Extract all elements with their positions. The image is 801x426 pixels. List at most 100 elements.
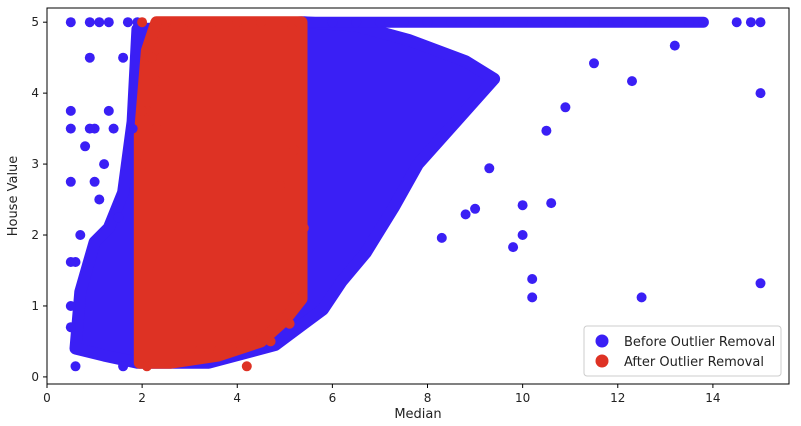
before-point (636, 292, 647, 303)
after-point (137, 105, 148, 116)
before-point (508, 242, 519, 253)
before-point (627, 76, 637, 87)
legend: Before Outlier Removal After Outlier Rem… (583, 325, 782, 377)
before-point (636, 17, 647, 28)
before-point (84, 123, 95, 134)
before-point (698, 17, 709, 28)
before-point (527, 292, 538, 303)
x-tick-label: 2 (138, 391, 146, 405)
before-point (70, 257, 81, 267)
after-point (289, 292, 300, 303)
before-point (65, 176, 76, 187)
after-point (137, 159, 148, 170)
after-point (227, 345, 238, 356)
before-point (99, 159, 110, 170)
data-points-layer (65, 17, 766, 372)
legend-label-after: After Outlier Removal (624, 355, 764, 370)
before-point (755, 278, 766, 289)
before-point (527, 274, 538, 284)
before-point (65, 301, 76, 311)
y-tick-label: 4 (31, 86, 39, 100)
before-point (460, 209, 471, 220)
before-point (589, 17, 599, 28)
y-tick-label: 0 (31, 370, 39, 384)
x-axis-ticks: 0 2 4 6 8 10 12 14 (43, 384, 721, 405)
after-point (241, 361, 252, 372)
after-point (208, 17, 219, 28)
x-tick-label: 6 (329, 391, 337, 405)
before-point (103, 105, 114, 116)
x-tick-label: 8 (424, 391, 432, 405)
before-point (118, 52, 129, 63)
after-point (284, 318, 295, 329)
point-cloud-layer (69, 16, 709, 369)
after-point (296, 258, 307, 269)
legend-label-before: Before Outlier Removal (624, 335, 775, 350)
before-point (65, 123, 76, 134)
after-point (279, 17, 290, 28)
before-point (589, 58, 599, 69)
before-point (80, 141, 91, 152)
after-point (146, 52, 157, 63)
after-point (289, 144, 300, 155)
before-point (660, 17, 671, 28)
before-point (65, 322, 76, 333)
after-point (151, 76, 162, 87)
before-point (560, 102, 571, 113)
plot-frame (46, 7, 790, 385)
y-axis-ticks: 0 1 2 3 4 5 (31, 15, 47, 384)
before-point (546, 198, 557, 209)
before-point (541, 17, 552, 28)
before-point (612, 17, 623, 28)
before-point (470, 17, 481, 28)
after-point (256, 17, 266, 28)
after-point (275, 180, 286, 191)
before-point (351, 17, 362, 28)
x-tick-label: 0 (43, 391, 51, 405)
before-point (127, 123, 138, 134)
after-point (137, 17, 148, 28)
after-point (141, 361, 152, 372)
legend-box (583, 325, 782, 377)
y-axis-label: House Value (6, 156, 21, 237)
x-axis-label: Median (394, 407, 441, 422)
after-point (232, 17, 243, 28)
after-point (151, 123, 162, 134)
before-point (755, 17, 766, 28)
y-tick-label: 3 (31, 157, 39, 171)
before-point (484, 163, 495, 174)
before-point (84, 17, 95, 28)
after-point (265, 336, 276, 347)
y-tick-label: 2 (31, 228, 39, 242)
before-point (669, 40, 680, 51)
before-point (446, 17, 457, 28)
before-point (517, 17, 528, 28)
before-point (89, 176, 100, 187)
y-tick-label: 1 (31, 299, 39, 313)
before-point (108, 123, 119, 134)
after-series-cloud (133, 16, 308, 369)
before-point (565, 17, 576, 28)
before-point (398, 17, 409, 28)
before-point (493, 17, 504, 28)
before-point (745, 17, 756, 28)
before-point (470, 203, 481, 214)
legend-marker-before (595, 334, 609, 348)
before-point (374, 17, 385, 28)
before-point (755, 88, 766, 99)
after-point (294, 17, 305, 28)
before-point (94, 194, 105, 205)
after-point (194, 345, 205, 356)
after-point (156, 52, 167, 63)
x-tick-label: 10 (515, 391, 530, 405)
x-tick-label: 12 (610, 391, 625, 405)
x-tick-label: 14 (705, 391, 720, 405)
after-point (160, 17, 171, 28)
before-point (94, 17, 105, 28)
before-point (118, 361, 129, 372)
after-point (213, 345, 224, 356)
before-point (436, 232, 447, 243)
before-point (731, 17, 742, 28)
